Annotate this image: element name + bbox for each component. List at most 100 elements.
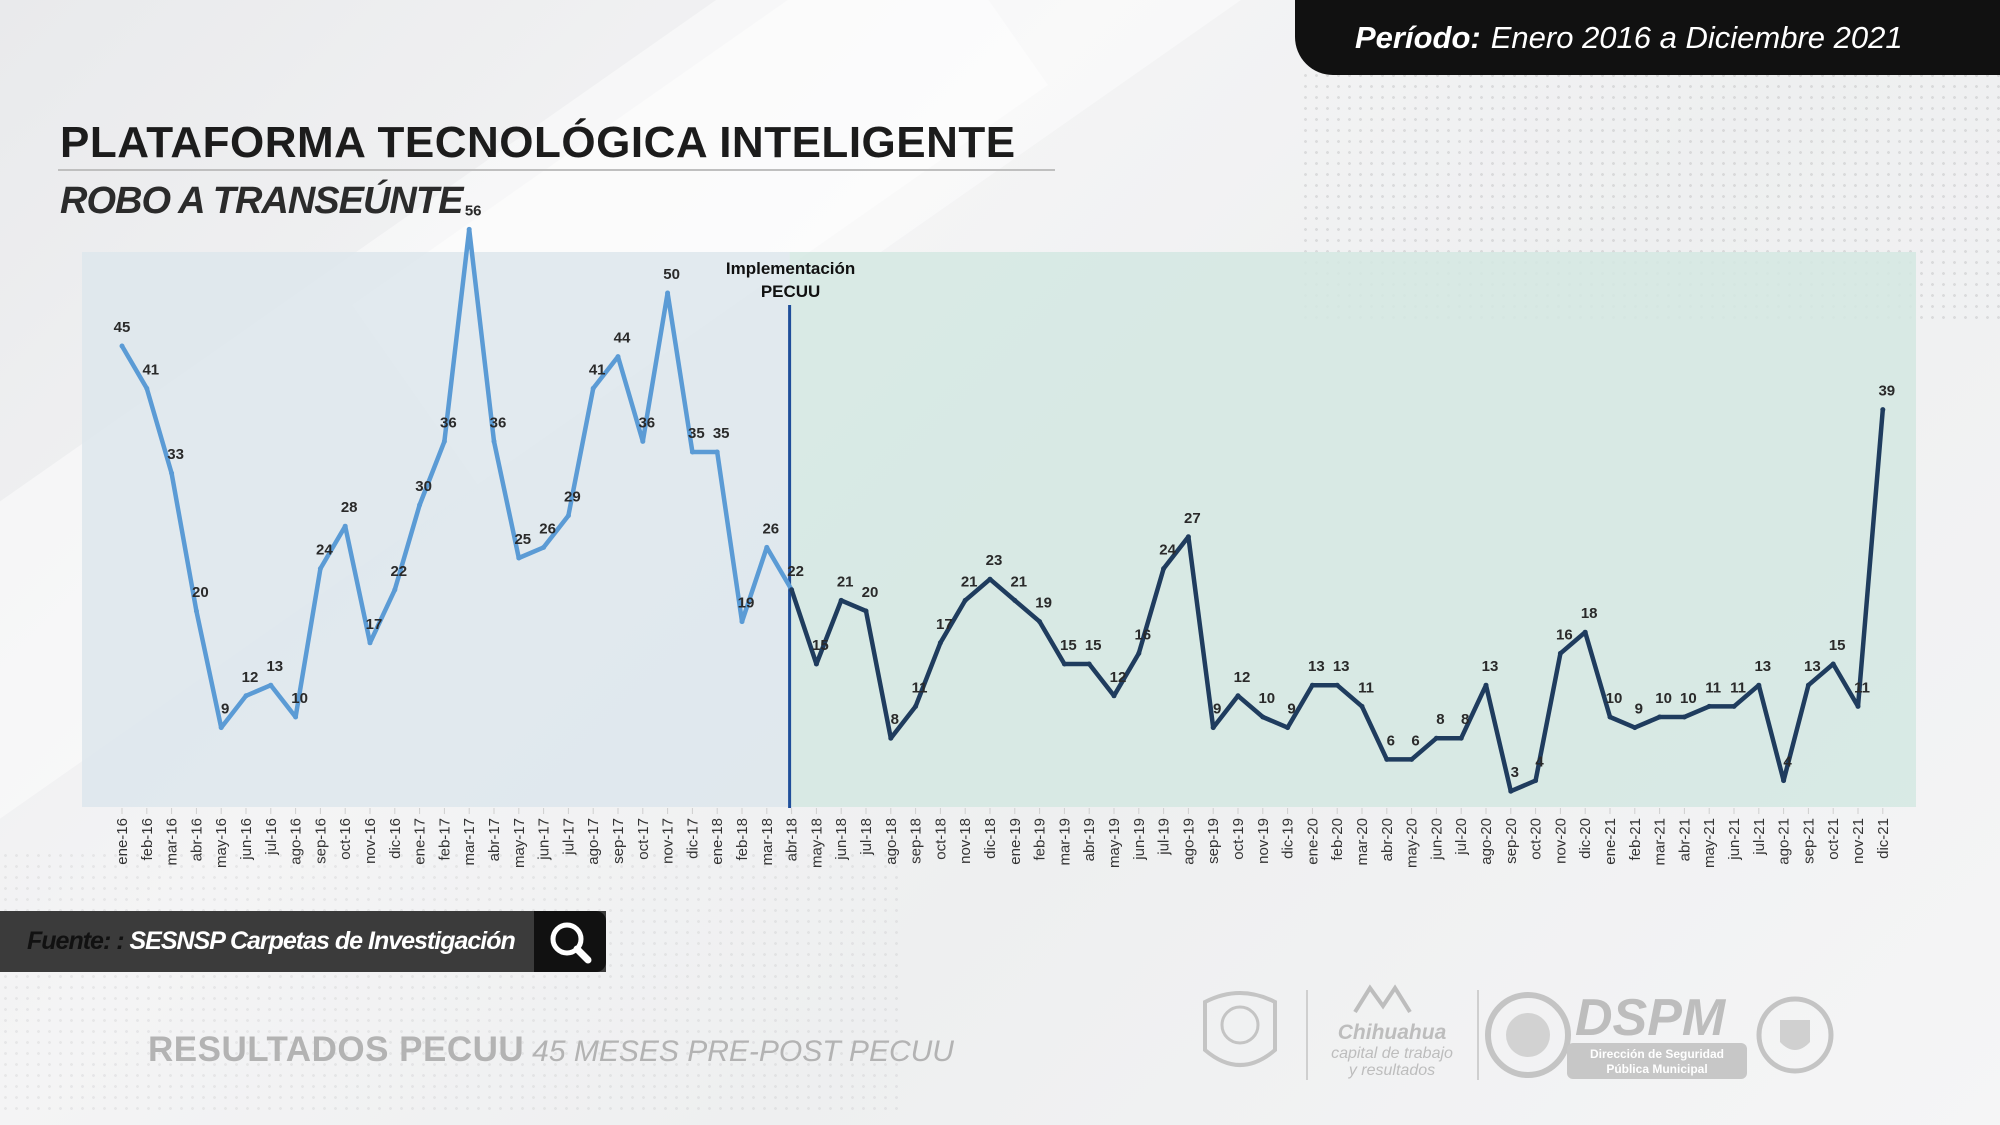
data-point: [1557, 650, 1563, 656]
data-label: 15: [812, 637, 829, 654]
x-tick-label: ago-16: [288, 818, 305, 865]
period-value: Enero 2016 a Diciembre 2021: [1490, 19, 1903, 55]
x-tick-label: nov-21: [1850, 818, 1867, 864]
data-point: [1607, 714, 1613, 720]
data-label: 13: [1308, 658, 1325, 675]
data-point: [1185, 534, 1191, 540]
x-tick-label: mar-19: [1056, 818, 1073, 866]
x-tick-label: jun-21: [1726, 818, 1743, 861]
data-label: 20: [862, 584, 879, 601]
data-label: 22: [787, 563, 804, 580]
data-label: 26: [539, 520, 556, 537]
data-point: [1855, 703, 1861, 709]
x-tick-label: sep-19: [1205, 818, 1222, 864]
implementation-annotation: PECUU: [761, 282, 821, 301]
data-point: [714, 449, 720, 455]
data-point: [1111, 693, 1117, 699]
data-point: [640, 438, 646, 444]
data-point: [1334, 682, 1340, 688]
data-label: 15: [1060, 637, 1077, 654]
data-label: 35: [713, 425, 730, 442]
dspm-sub2: Pública Municipal: [1606, 1062, 1707, 1076]
data-label: 12: [1110, 669, 1127, 686]
data-label: 6: [1411, 732, 1419, 749]
data-point: [441, 438, 447, 444]
data-point: [1359, 703, 1365, 709]
x-tick-label: jun-19: [1131, 818, 1148, 861]
x-tick-label: abr-18: [784, 818, 801, 861]
x-tick-label: jul-20: [1453, 818, 1470, 856]
data-point: [590, 385, 596, 391]
data-label: 8: [1436, 711, 1444, 728]
x-tick-label: abr-16: [188, 818, 205, 861]
data-point: [169, 470, 175, 476]
data-label: 12: [242, 669, 259, 686]
data-point: [764, 544, 770, 550]
x-tick-label: mar-18: [759, 818, 776, 866]
data-label: 22: [390, 563, 407, 580]
data-label: 11: [1730, 679, 1746, 696]
data-point: [962, 597, 968, 603]
data-label: 15: [1085, 637, 1102, 654]
data-label: 25: [514, 531, 531, 548]
data-point: [1756, 682, 1762, 688]
x-tick-label: ago-19: [1180, 818, 1197, 865]
x-tick-label: nov-17: [660, 818, 677, 864]
search-button[interactable]: [534, 911, 606, 972]
data-label: 4: [1535, 754, 1544, 771]
x-tick-label: may-20: [1404, 818, 1421, 868]
x-tick-label: abr-17: [486, 818, 503, 861]
source-bar: Fuente: : SESNSP Carpetas de Investigaci…: [0, 911, 606, 972]
x-tick-label: ene-17: [412, 818, 429, 865]
results-bold: RESULTADOS PECUU: [148, 1030, 525, 1069]
source-value: SESNSP Carpetas de Investigación: [129, 927, 516, 955]
dspm-logo: DSPM Dirección de Seguridad Pública Muni…: [1567, 989, 1747, 1079]
chart-x-tick-labels: ene-16 feb-16 mar-16 abr-16 may-16 jun-16 jul-…: [114, 808, 1892, 868]
data-point: [1384, 756, 1390, 762]
data-point: [1161, 566, 1167, 572]
x-tick-label: jun-18: [833, 818, 850, 861]
data-point: [317, 566, 323, 572]
data-label: 12: [1234, 669, 1251, 686]
x-tick-label: abr-21: [1676, 818, 1693, 861]
results-footer: RESULTADOS PECUU 45 MESES PRE-POST PECUU: [148, 1030, 954, 1070]
data-point: [342, 523, 348, 529]
data-point: [541, 544, 547, 550]
x-tick-label: ene-16: [114, 818, 131, 865]
x-tick-label: jul-19: [1156, 818, 1173, 856]
chart-background: [82, 252, 1916, 807]
data-label: 33: [167, 446, 184, 463]
x-tick-label: feb-20: [1329, 818, 1346, 861]
data-label: 30: [415, 478, 432, 495]
data-point: [1880, 407, 1886, 413]
x-tick-label: jul-18: [858, 818, 875, 856]
data-label: 16: [1556, 626, 1573, 643]
x-tick-label: dic-19: [1280, 818, 1297, 859]
series-line-pre: [120, 227, 794, 730]
data-point: [1731, 703, 1737, 709]
x-tick-label: jul-17: [560, 818, 577, 856]
data-point: [987, 576, 993, 582]
x-tick-label: nov-18: [957, 818, 974, 864]
data-label: 9: [1213, 701, 1221, 718]
data-point: [1657, 714, 1663, 720]
data-point: [1012, 597, 1018, 603]
data-label: 10: [291, 690, 308, 707]
data-label: 16: [1134, 626, 1151, 643]
data-point: [1409, 756, 1415, 762]
x-tick-label: dic-16: [387, 818, 404, 859]
data-point: [1235, 693, 1241, 699]
x-tick-label: oct-17: [635, 818, 652, 860]
data-label: 27: [1184, 510, 1201, 527]
data-point: [218, 725, 224, 731]
data-label: 10: [1680, 690, 1697, 707]
chihuahua-line2: capital de trabajo: [1331, 1045, 1453, 1062]
x-tick-label: sep-17: [610, 818, 627, 864]
chihuahua-logo: Chihuahua capital de trabajo y resultado…: [1331, 984, 1453, 1079]
data-point: [838, 597, 844, 603]
data-label: 24: [316, 542, 333, 559]
municipal-coat-of-arms-logo: [1203, 991, 1277, 1067]
x-tick-label: ago-20: [1478, 818, 1495, 865]
data-label: 11: [1358, 679, 1374, 696]
data-label: 50: [663, 266, 680, 283]
